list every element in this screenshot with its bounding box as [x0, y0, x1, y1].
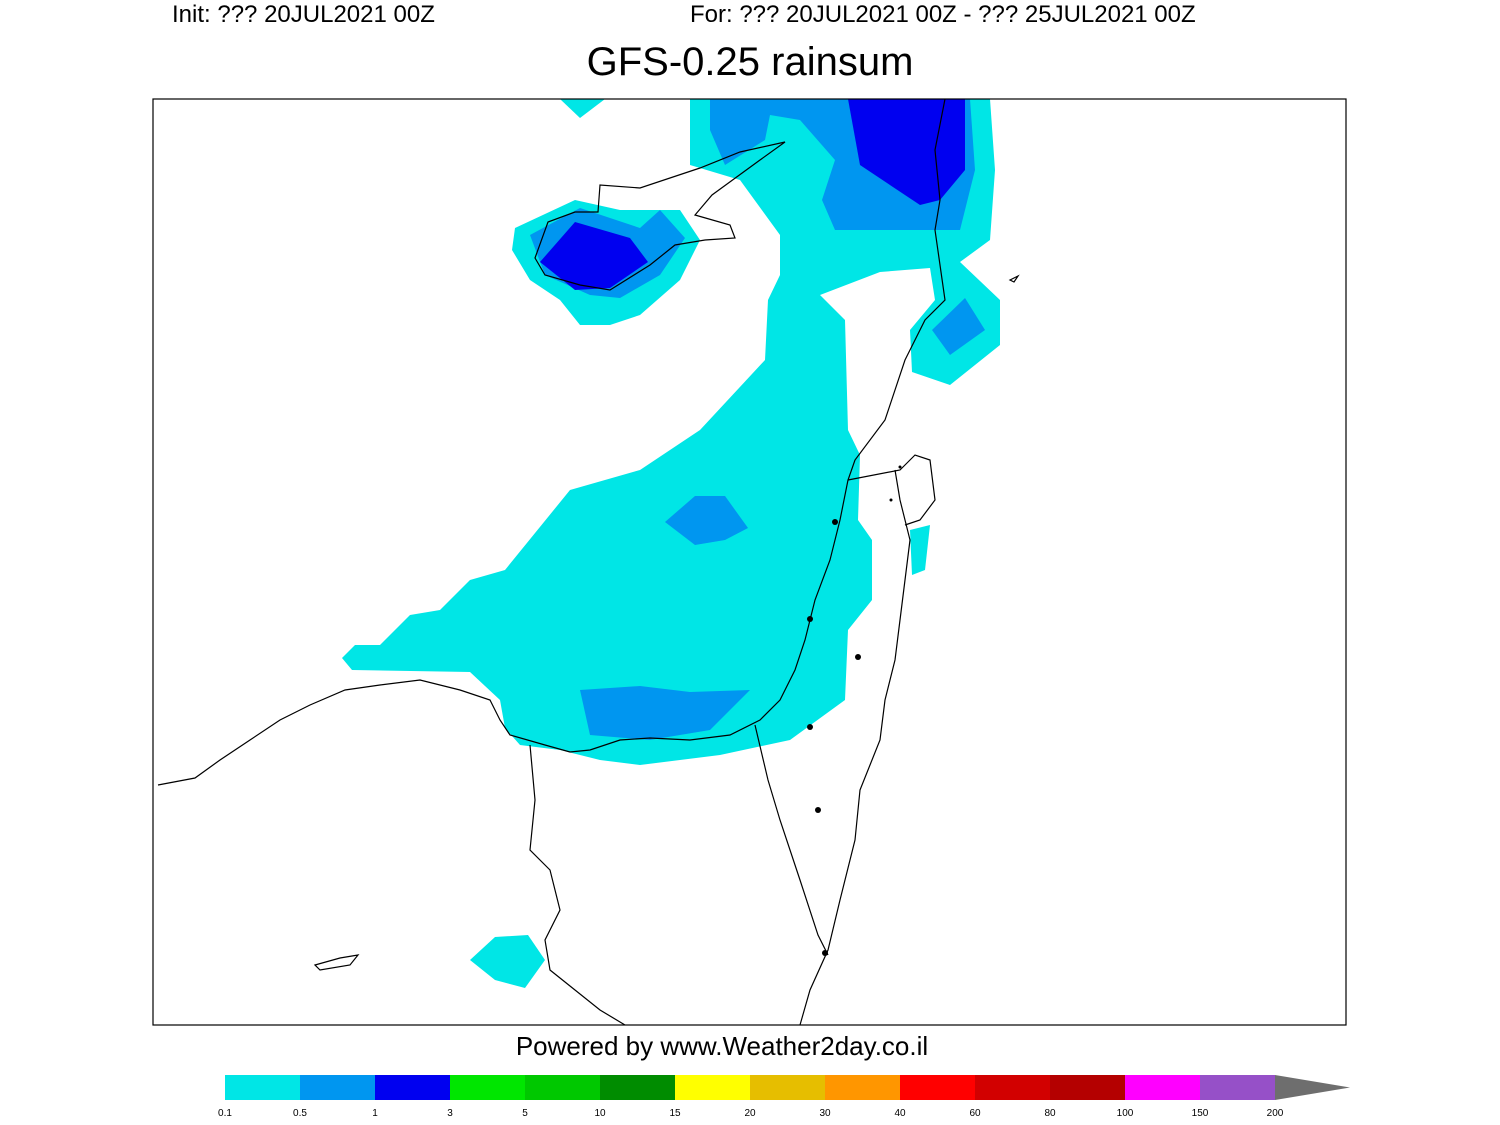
colorbar-label: 3 — [447, 1108, 453, 1119]
island — [313, 954, 360, 971]
levant-coast — [157, 98, 946, 786]
colorbar-segment — [375, 1075, 450, 1100]
city-dot — [807, 724, 813, 730]
colorbar-segment — [600, 1075, 675, 1100]
colorbar-label: 40 — [894, 1108, 906, 1119]
rain-area-dark — [848, 99, 965, 205]
colorbar-label: 0.1 — [218, 1108, 232, 1119]
city-dots — [807, 465, 902, 956]
colorbar-label: 20 — [744, 1108, 756, 1119]
valid-period: For: ??? 20JUL2021 00Z - ??? 25JUL2021 0… — [690, 1, 1196, 28]
island — [1008, 274, 1020, 283]
colorbar-segment — [825, 1075, 900, 1100]
map-title: GFS-0.25 rainsum — [587, 40, 914, 84]
coastlines — [157, 98, 1020, 1026]
rain-area-light — [342, 99, 1000, 765]
rain-area-medium — [665, 496, 748, 545]
rain-field — [342, 99, 1000, 988]
rain-area-dark — [540, 222, 648, 290]
colorbar-arrow — [1275, 1075, 1350, 1100]
city-dot — [815, 807, 821, 813]
colorbar: 0.1 0.5 1 3 5 10 15 20 30 40 60 80 100 150 200 — [218, 1075, 1350, 1119]
sinai-gulf — [529, 744, 626, 1026]
city-dot — [898, 465, 902, 469]
colorbar-label: 1 — [372, 1108, 378, 1119]
colorbar-label: 150 — [1192, 1108, 1209, 1119]
map-frame — [152, 98, 1347, 1026]
colorbar-label: 100 — [1117, 1108, 1134, 1119]
city-dot — [822, 950, 828, 956]
colorbar-segment — [450, 1075, 525, 1100]
credit: Powered by www.Weather2day.co.il — [516, 1031, 928, 1061]
rain-area-light — [910, 525, 930, 575]
golan-border — [847, 454, 936, 526]
colorbar-segment — [675, 1075, 750, 1100]
colorbar-segment — [1200, 1075, 1275, 1100]
colorbar-segment — [300, 1075, 375, 1100]
city-dot — [889, 498, 893, 502]
cyprus-coast — [534, 141, 786, 291]
city-dot — [807, 616, 813, 622]
colorbar-label: 60 — [969, 1108, 981, 1119]
rain-area-medium — [932, 298, 985, 355]
colorbar-label: 30 — [819, 1108, 831, 1119]
colorbar-segment — [225, 1075, 300, 1100]
colorbar-label: 0.5 — [293, 1108, 307, 1119]
egypt-israel-border — [754, 724, 829, 956]
colorbar-segment — [750, 1075, 825, 1100]
rain-area-light — [560, 99, 605, 118]
rain-area-medium — [580, 686, 750, 740]
init-time: Init: ??? 20JUL2021 00Z — [172, 1, 435, 28]
colorbar-segment — [525, 1075, 600, 1100]
city-dot — [855, 654, 861, 660]
colorbar-label: 15 — [669, 1108, 681, 1119]
colorbar-segment — [900, 1075, 975, 1100]
colorbar-segment — [1125, 1075, 1200, 1100]
colorbar-label: 10 — [594, 1108, 606, 1119]
jordan-valley — [799, 469, 911, 1026]
rain-area-light — [470, 935, 545, 988]
colorbar-label: 5 — [522, 1108, 528, 1119]
colorbar-segment — [975, 1075, 1050, 1100]
colorbar-label: 80 — [1044, 1108, 1056, 1119]
city-dot — [832, 519, 838, 525]
colorbar-segment — [1050, 1075, 1125, 1100]
colorbar-label: 200 — [1267, 1108, 1284, 1119]
